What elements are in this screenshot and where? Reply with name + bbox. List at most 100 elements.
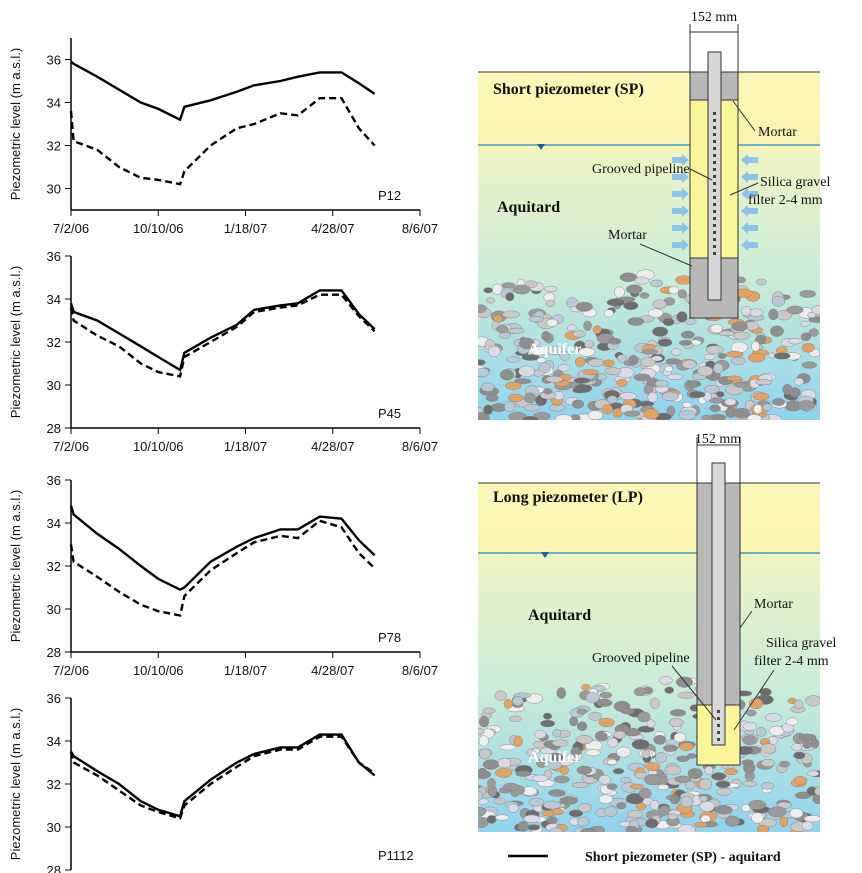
pebble <box>765 713 782 722</box>
leader <box>739 610 753 629</box>
pebble <box>645 818 659 829</box>
pebble <box>571 399 585 409</box>
pebble <box>608 338 622 345</box>
pebble <box>596 698 613 707</box>
pebble <box>505 292 515 302</box>
pebble <box>685 380 701 388</box>
pebble <box>526 748 536 756</box>
series-line <box>70 60 376 122</box>
pebble <box>521 354 540 361</box>
pebble <box>554 414 573 420</box>
pebble <box>580 827 597 832</box>
leader <box>671 665 717 721</box>
pebble <box>598 794 613 804</box>
pebble <box>552 808 564 816</box>
pebble <box>652 326 669 337</box>
pebble <box>479 748 491 760</box>
pebble <box>733 381 748 388</box>
pebble <box>650 697 660 709</box>
pebble <box>604 309 614 318</box>
pebble <box>518 365 535 377</box>
pebble <box>671 348 682 356</box>
pebble <box>499 332 511 339</box>
pebble <box>703 385 720 394</box>
series-line <box>69 733 376 818</box>
pebble <box>651 355 663 362</box>
pebble <box>703 353 716 360</box>
mortar-label: Mortar <box>758 125 797 140</box>
pebble <box>604 806 618 817</box>
pebble <box>746 709 757 717</box>
pebble <box>793 776 807 785</box>
flow-arrows <box>672 154 758 251</box>
pebble <box>742 735 758 746</box>
pebble <box>694 821 708 828</box>
arrow <box>741 222 758 234</box>
pebble <box>493 797 506 805</box>
pebble <box>748 799 767 810</box>
diagram-title: Short piezometer (SP) <box>493 81 644 98</box>
y-tick-label: 34 <box>47 96 61 111</box>
pebble <box>726 351 744 358</box>
pebble <box>653 735 667 745</box>
pebble <box>793 377 804 386</box>
charts: 30 32 34 36 7/2/06 10/10/06 1/18/07 4/28/07 8/6/… <box>8 38 438 873</box>
x-tick-label: 4/28/07 <box>311 439 354 454</box>
pebble <box>583 320 592 331</box>
pebble <box>668 286 679 295</box>
pebble <box>681 330 695 339</box>
pebble <box>633 373 651 382</box>
pebble <box>756 278 767 286</box>
pebble <box>669 709 687 717</box>
series-line <box>69 505 376 592</box>
arrow <box>741 171 758 183</box>
water-symbol <box>537 144 545 150</box>
pebble <box>631 739 650 750</box>
pebble <box>725 815 740 827</box>
pebble <box>575 301 593 312</box>
width-label: 152 mm <box>695 432 741 447</box>
pebble <box>478 768 488 776</box>
y-tick-label: 34 <box>47 292 61 307</box>
y-tick-label: 28 <box>47 421 61 436</box>
pebble <box>705 345 724 354</box>
pebble <box>731 321 748 332</box>
pebble <box>768 308 779 320</box>
y-tick-label: 36 <box>47 691 61 706</box>
pebble <box>598 774 611 785</box>
pebble <box>782 384 793 395</box>
pebble <box>716 787 732 796</box>
pebble <box>557 364 570 372</box>
y-tick-label: 36 <box>47 473 61 488</box>
pebble <box>479 715 490 728</box>
pipe <box>711 462 726 746</box>
filter-label: filter 2-4 mm <box>748 193 823 208</box>
pebble <box>587 358 605 367</box>
panel-label: P45 <box>378 406 401 421</box>
pebble <box>697 366 714 377</box>
diagram-title: Long piezometer (LP) <box>493 489 643 506</box>
pebble <box>714 805 733 815</box>
pebble <box>619 392 637 400</box>
pebble <box>704 766 714 775</box>
pebble <box>556 687 567 699</box>
pipeline-label: Grooved pipeline <box>592 651 690 666</box>
pebble <box>673 732 686 743</box>
pebble <box>814 786 820 796</box>
pebble <box>482 759 500 770</box>
pebble <box>616 378 628 387</box>
pebble <box>526 824 541 831</box>
pebble <box>679 742 694 752</box>
long-piezometer-diagram: 152 mm Long piezometer (LP) Mortar Aquit… <box>478 432 836 832</box>
x-tick-label: 8/6/07 <box>402 221 438 236</box>
pebble <box>773 352 791 360</box>
pebble <box>658 675 673 685</box>
pebble <box>807 312 816 318</box>
pebble <box>529 346 548 356</box>
pebble <box>645 762 661 772</box>
pebble <box>638 787 652 799</box>
pebble <box>528 316 544 323</box>
pebble <box>665 358 682 365</box>
pebble <box>647 391 658 403</box>
